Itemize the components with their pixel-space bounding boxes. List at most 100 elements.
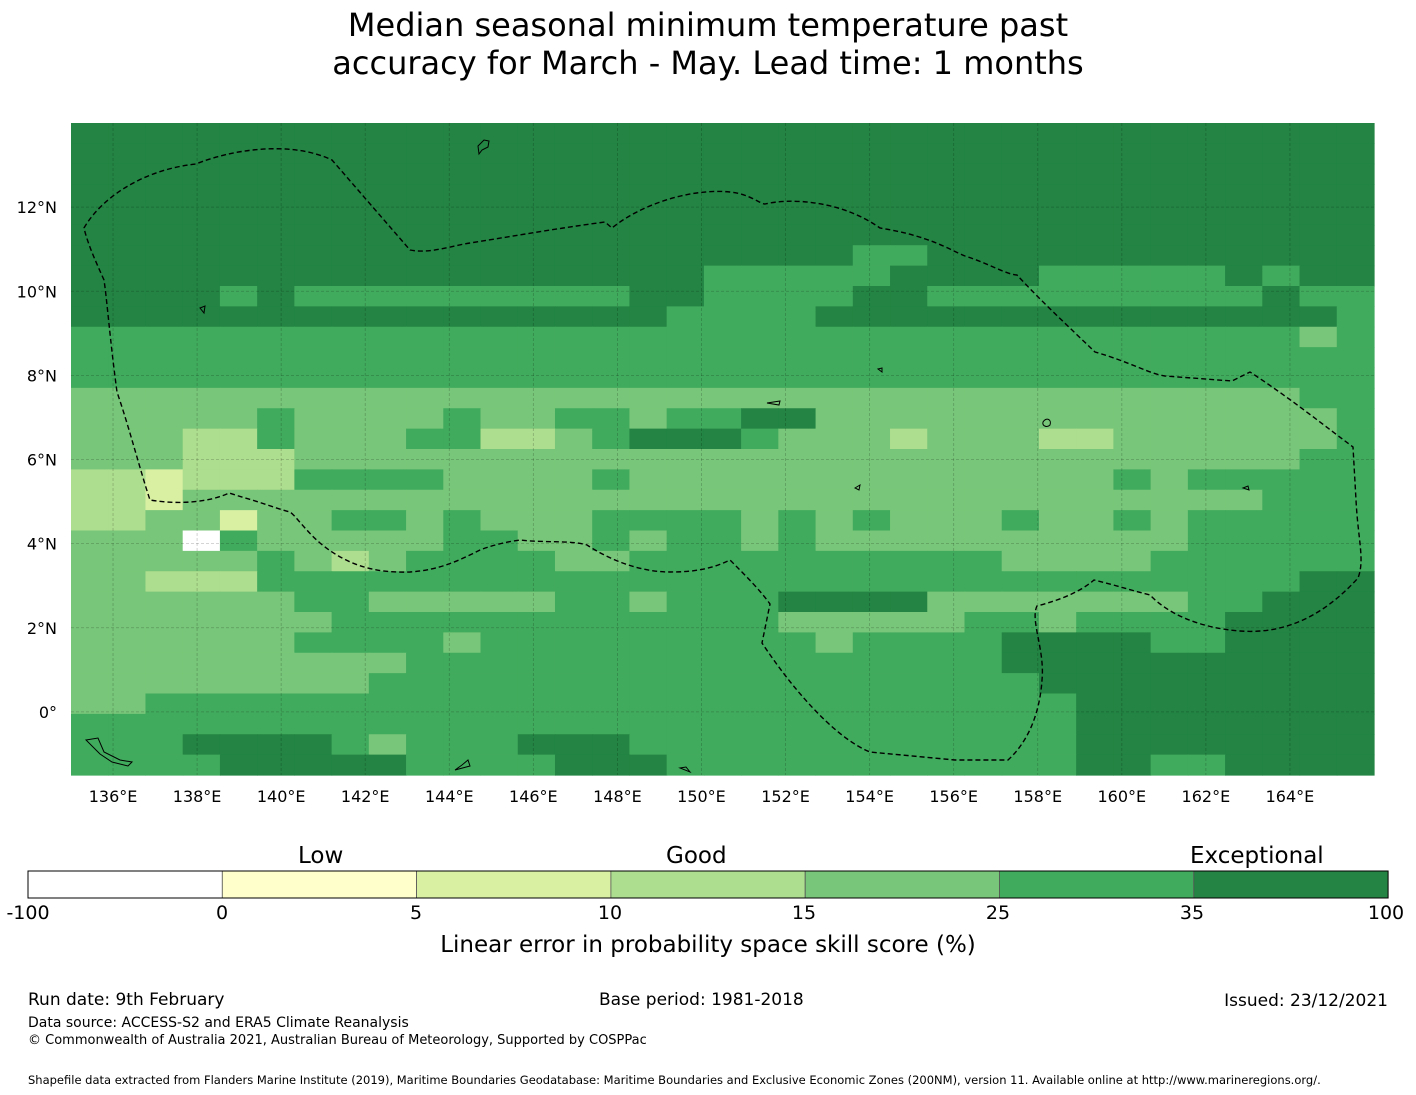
grid-cell — [778, 143, 817, 165]
grid-cell — [1299, 265, 1338, 287]
grid-cell — [331, 428, 370, 450]
grid-cell — [517, 347, 556, 369]
grid-cell — [1187, 428, 1226, 450]
grid-cell — [1038, 673, 1077, 695]
grid-cell — [778, 673, 817, 695]
grid-cell — [1150, 245, 1189, 267]
grid-cell — [1113, 612, 1152, 633]
grid-cell — [815, 265, 854, 287]
grid-cell — [517, 693, 556, 715]
grid-cell — [1225, 754, 1263, 776]
grid-cell — [1113, 591, 1152, 613]
grid-cell — [1187, 449, 1226, 470]
longitude-label: 144°E — [425, 787, 474, 806]
grid-cell — [182, 510, 221, 532]
grid-cell — [71, 449, 109, 470]
grid-cell — [71, 326, 109, 348]
grid-cell — [1113, 143, 1152, 165]
grid-cell — [368, 571, 407, 593]
grid-cell — [331, 347, 370, 369]
grid-cell — [1150, 387, 1189, 409]
grid-cell — [182, 449, 221, 470]
grid-cell — [1336, 530, 1375, 552]
grid-cell — [554, 591, 593, 613]
grid-cell — [852, 326, 891, 348]
grid-cell — [517, 204, 556, 226]
grid-cell — [182, 713, 221, 735]
grid-cell — [145, 449, 184, 470]
grid-cell — [592, 204, 631, 226]
grid-cell — [815, 123, 854, 144]
grid-cell — [964, 469, 1003, 491]
grid-cell — [1076, 754, 1114, 776]
grid-cell — [257, 143, 295, 165]
grid-cell — [852, 306, 891, 328]
grid-cell — [1187, 306, 1226, 328]
grid-cell — [1299, 734, 1338, 756]
grid-cell — [443, 693, 482, 715]
grid-cell — [517, 163, 556, 185]
grid-cell — [517, 224, 556, 246]
grid-cell — [890, 224, 928, 246]
grid-cell — [1113, 754, 1152, 776]
grid-cell — [666, 693, 705, 715]
grid-cell — [480, 224, 519, 246]
grid-cell — [443, 367, 482, 389]
grid-cell — [1336, 489, 1375, 511]
grid-cell — [443, 306, 482, 328]
grid-cell — [406, 286, 444, 307]
grid-cell — [71, 632, 109, 654]
colorbar-segment — [27, 870, 223, 899]
grid-cell — [1299, 489, 1338, 511]
grid-cell — [1113, 347, 1152, 369]
grid-cell — [1076, 693, 1114, 715]
grid-cell — [629, 143, 668, 165]
grid-cell — [1225, 306, 1263, 328]
grid-cell — [964, 591, 1003, 613]
grid-cell — [517, 489, 556, 511]
grid-cell — [1187, 184, 1226, 206]
grid-cell — [1187, 367, 1226, 389]
grid-cell — [368, 367, 407, 389]
grid-cell — [815, 612, 854, 633]
grid-cell — [219, 510, 258, 532]
grid-cell — [182, 734, 221, 756]
grid-cell — [443, 713, 482, 735]
grid-cell — [108, 754, 147, 776]
grid-cell — [778, 530, 817, 552]
grid-cell — [257, 612, 295, 633]
grid-cell — [1187, 550, 1226, 572]
grid-cell — [592, 367, 631, 389]
grid-cell — [294, 550, 333, 572]
grid-cell — [741, 204, 779, 226]
grid-cell — [1150, 754, 1189, 776]
grid-cell — [890, 530, 928, 552]
grid-cell — [629, 204, 668, 226]
grid-cell — [1076, 347, 1114, 369]
grid-cell — [592, 449, 631, 470]
grid-cell — [257, 367, 295, 389]
grid-cell — [592, 306, 631, 328]
grid-cell — [368, 673, 407, 695]
grid-cell — [108, 224, 147, 246]
grid-cell — [406, 713, 444, 735]
grid-cell — [927, 143, 966, 165]
grid-cell — [1113, 510, 1152, 532]
grid-cell — [1076, 387, 1114, 409]
grid-cell — [480, 123, 519, 144]
grid-cell — [1299, 469, 1338, 491]
grid-cell — [927, 428, 966, 450]
grid-cell — [406, 571, 444, 593]
grid-cell — [1225, 408, 1263, 430]
grid-cell — [852, 469, 891, 491]
grid-cell — [1150, 550, 1189, 572]
grid-cell — [927, 408, 966, 430]
grid-cell — [666, 754, 705, 776]
grid-cell — [219, 245, 258, 267]
grid-cell — [890, 265, 928, 287]
grid-cell — [815, 510, 854, 532]
grid-cell — [890, 143, 928, 165]
grid-cell — [1113, 224, 1152, 246]
grid-cell — [666, 713, 705, 735]
grid-cell — [368, 347, 407, 369]
